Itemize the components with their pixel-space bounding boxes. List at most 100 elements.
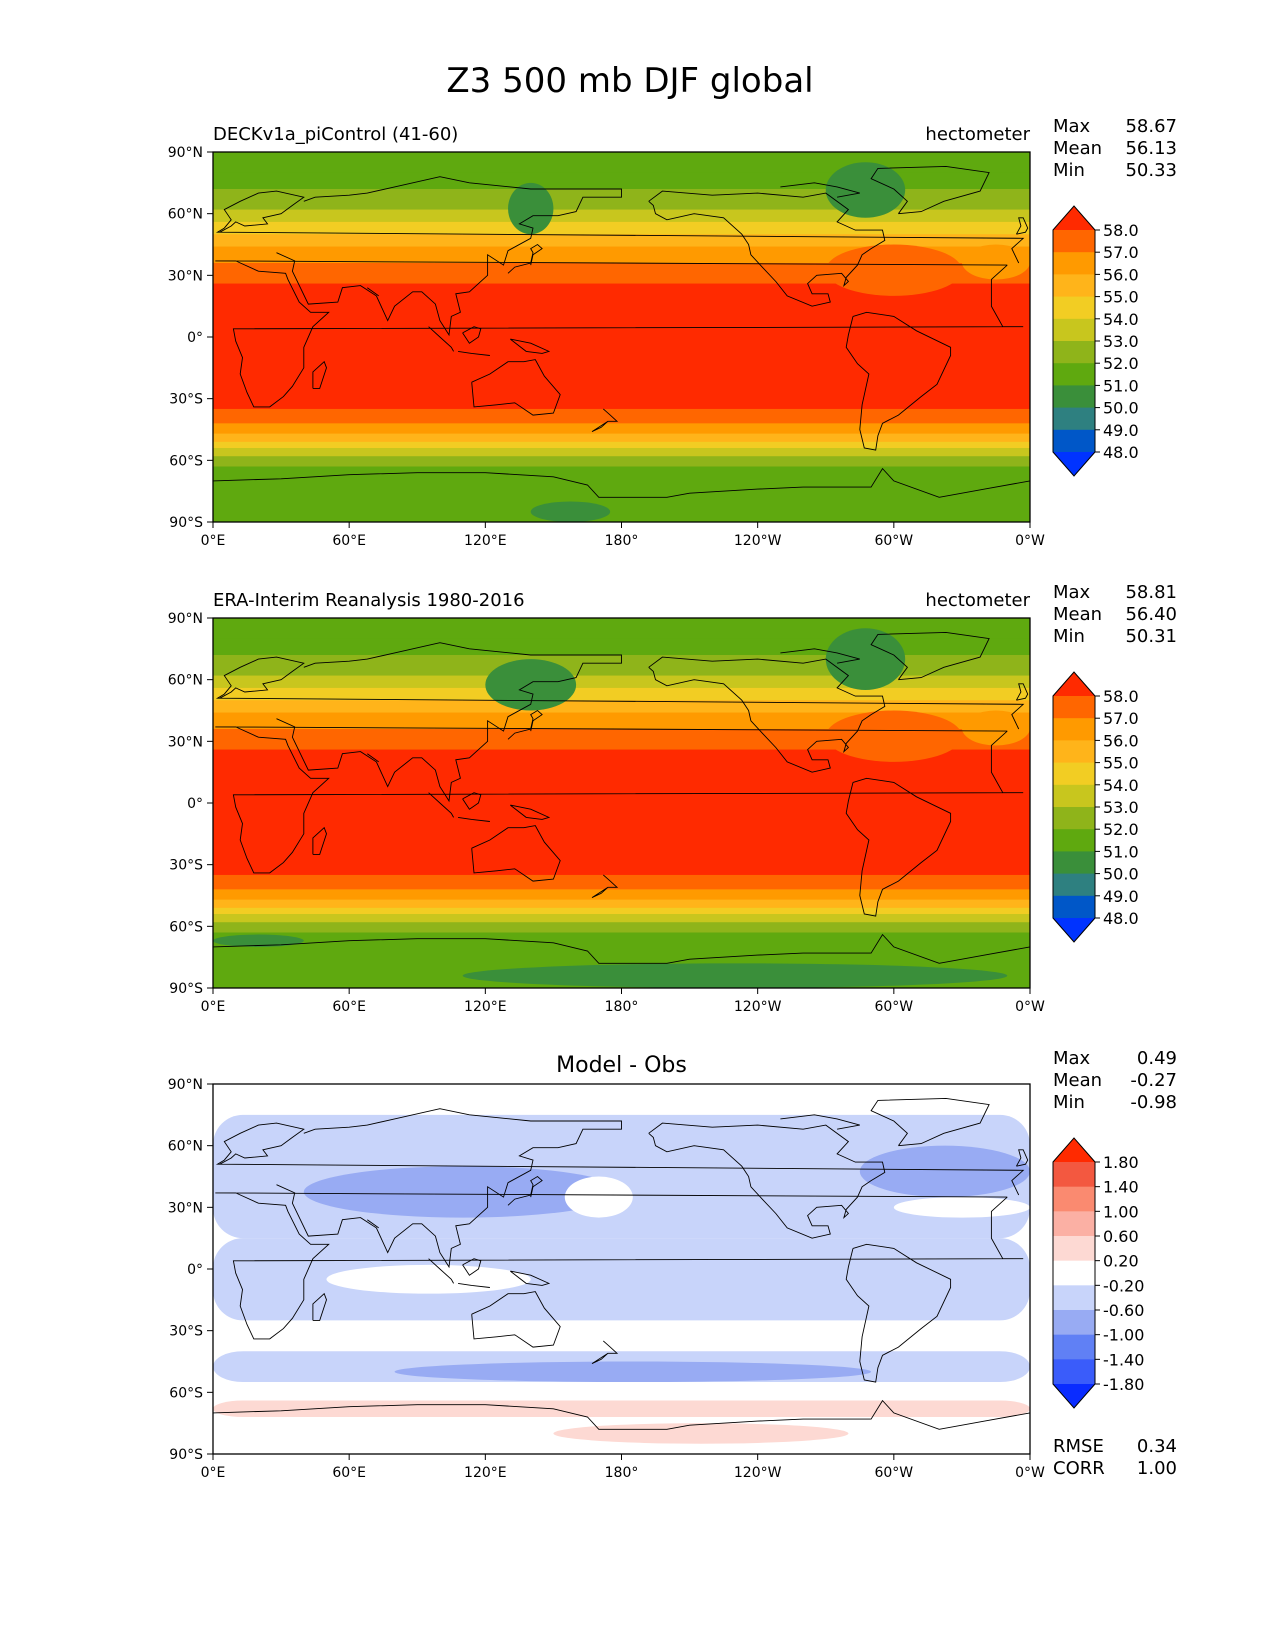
coastline-1: [215, 260, 1024, 408]
contour-band: [213, 209, 1030, 223]
neutral-patch: [326, 1264, 531, 1294]
colorbar-segment: [1053, 1310, 1095, 1336]
coastline-2: [276, 176, 622, 337]
lat-tick-label: 30°N: [168, 734, 203, 750]
lat-tick-label: 30°S: [169, 858, 203, 874]
colorbar-tick-label: 49.0: [1103, 887, 1139, 906]
contour-feature: [213, 934, 304, 947]
contour-bulge: [961, 710, 1030, 746]
panel-center-title: Model - Obs: [556, 1053, 687, 1078]
contour-band: [213, 408, 1030, 424]
coastline-9: [471, 825, 561, 882]
colorbar-segment: [1053, 1211, 1095, 1237]
contour-feature: [508, 182, 554, 235]
colorbar-tick-label: 1.00: [1103, 1202, 1139, 1221]
field: [213, 1084, 1030, 1454]
lon-tick-label: 60°E: [332, 1465, 366, 1481]
coastline-5: [428, 326, 454, 352]
stat-label: Max: [1053, 582, 1091, 603]
colorbar-tick-label: 48.0: [1103, 909, 1139, 928]
coastline-12: [870, 1097, 990, 1147]
coastline-7: [462, 792, 482, 810]
panel-units: hectometer: [925, 590, 1030, 611]
lat-tick-label: 60°S: [169, 1385, 203, 1401]
contour-bulge: [825, 244, 962, 296]
contour-band: [213, 899, 1030, 909]
colorbar-tick-label: -0.20: [1103, 1276, 1144, 1295]
lon-tick-label: 0°W: [1015, 999, 1045, 1015]
panels: 58.0 57.0 56.0 55.0 54.0 53.0 52.0 51.0 50.0 49.0…: [168, 116, 1177, 1481]
colorbar-tick-label: 56.0: [1103, 265, 1139, 284]
coastline-4: [507, 243, 543, 274]
colorbar-segment: [1053, 274, 1095, 297]
coastline-13: [780, 182, 860, 198]
lat-tick-label: 30°N: [168, 1200, 203, 1216]
colorbar-tick-label: 57.0: [1103, 709, 1139, 728]
contour-band: [213, 234, 1030, 248]
colorbar-segment: [1053, 1260, 1095, 1286]
coastline-1: [215, 1192, 1024, 1340]
contour-band: [213, 700, 1030, 714]
lon-tick-label: 120°E: [464, 999, 507, 1015]
coastline-7: [462, 326, 482, 344]
colorbar-tick-label: 1.40: [1103, 1178, 1139, 1197]
coastline-10: [591, 1340, 619, 1365]
lat-tick-label: 90°N: [168, 611, 203, 627]
colorbar-segment: [1053, 829, 1095, 852]
coastline-12: [870, 631, 990, 681]
contour-band: [213, 874, 1030, 890]
field: [213, 152, 1030, 522]
lon-tick-label: 0°W: [1015, 1465, 1045, 1481]
colorbar-segment: [1053, 407, 1095, 431]
lat-tick-label: 90°N: [168, 1077, 203, 1093]
lat-tick-label: 90°S: [169, 981, 203, 997]
lon-tick-label: 120°E: [464, 1465, 507, 1481]
neutral-patch: [893, 1197, 1030, 1218]
contour-feature: [825, 162, 906, 218]
colorbar-tick-label: 0.20: [1103, 1252, 1139, 1271]
colorbar-segment: [1053, 762, 1095, 786]
contour-band: [213, 712, 1030, 730]
colorbar-top-triangle: [1053, 672, 1095, 696]
lon-tick-label: 60°E: [332, 999, 366, 1015]
contour-feature: [825, 628, 906, 690]
contour-band: [213, 423, 1030, 435]
panel-3: 1.80 1.40 1.00 0.60 0.20 -0.20 -0.60 -1.00 -1.40…: [168, 1048, 1177, 1481]
colorbar-segment: [1053, 807, 1095, 830]
colorbar-tick-label: 56.0: [1103, 731, 1139, 750]
coastline-5: [428, 1258, 454, 1284]
contour-band: [213, 618, 1030, 640]
coastline-11: [648, 190, 886, 307]
contour-band: [213, 456, 1030, 467]
contour-feature: [859, 1145, 1030, 1198]
coastline-10: [591, 408, 619, 433]
contour-band: [213, 749, 1030, 876]
contour-band: [213, 907, 1030, 915]
lat-tick-label: 60°N: [168, 1139, 203, 1155]
colorbar-segment: [1053, 1359, 1095, 1385]
stat-value: 0.49: [1137, 1048, 1177, 1069]
contour-band: [213, 221, 1030, 235]
contour-feature: [530, 501, 611, 522]
stat-label: Min: [1053, 160, 1085, 181]
coastline-16: [312, 826, 327, 855]
colorbar-tick-label: 54.0: [1103, 310, 1139, 329]
lon-tick-label: 180°: [605, 533, 639, 549]
stat-value: -0.27: [1130, 1070, 1177, 1091]
contour-band: [213, 246, 1030, 264]
coastline-14: [845, 311, 952, 451]
lat-tick-label: 60°N: [168, 207, 203, 223]
coastline-9: [471, 359, 561, 416]
lat-tick-label: 30°S: [169, 1324, 203, 1340]
colorbar-segment: [1053, 1162, 1095, 1188]
coastline-8: [510, 804, 551, 820]
contour-feature: [462, 963, 1008, 988]
coastline-10: [591, 874, 619, 899]
coastline-12: [870, 165, 990, 215]
lat-tick-label: 30°S: [169, 392, 203, 408]
contour-feature: [553, 1423, 849, 1444]
contour-feature: [485, 659, 577, 711]
coastline-15: [213, 933, 1030, 964]
contour-band: [213, 638, 1030, 656]
